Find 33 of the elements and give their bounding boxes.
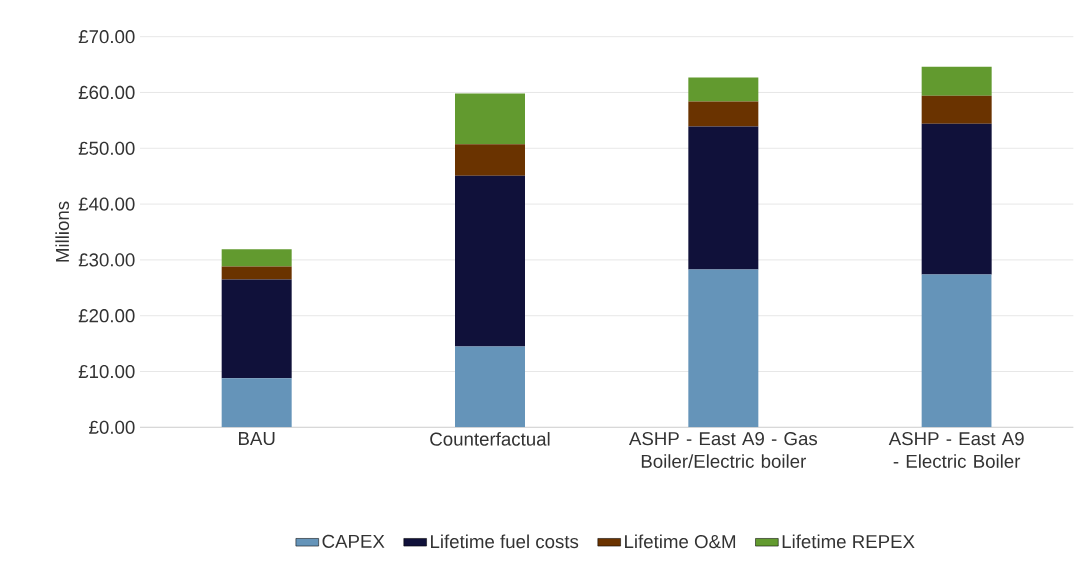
bar	[221, 249, 292, 267]
bar	[221, 266, 292, 280]
bar	[921, 274, 992, 428]
y-tick-label: £70.00	[78, 30, 135, 44]
y-axis-title: Millions	[55, 201, 70, 262]
bar	[688, 269, 759, 428]
x-tick-label: ASHP - East A9 - Gas Boiler/Electric boiler	[628, 432, 818, 468]
legend-label: Lifetime fuel costs	[431, 534, 579, 549]
y-tick-label: £40.00	[78, 197, 135, 211]
y-tick-label: £20.00	[78, 309, 135, 323]
x-tick-label: Counterfactual	[430, 432, 550, 446]
y-tick-label: £0.00	[89, 420, 135, 434]
bar	[221, 378, 292, 428]
y-tick-label: £50.00	[78, 141, 135, 155]
legend-label: Lifetime O&M	[625, 534, 736, 549]
legend-label: Lifetime REPEX	[782, 534, 915, 549]
bar	[688, 101, 759, 127]
bar	[921, 66, 992, 96]
bar	[455, 175, 525, 347]
y-tick-label: £60.00	[78, 85, 135, 100]
bar	[455, 346, 525, 428]
legend-label: CAPEX	[322, 534, 385, 548]
bar	[455, 93, 525, 145]
bar	[921, 95, 992, 124]
x-tick-label: ASHP - East A9 - Electric Boiler	[888, 432, 1024, 468]
bar	[688, 77, 759, 102]
bar	[455, 144, 525, 176]
bar	[221, 279, 292, 379]
bar	[688, 126, 759, 270]
x-tick-label: BAU	[239, 432, 275, 446]
y-tick-label: £10.00	[78, 364, 135, 379]
y-tick-label: £30.00	[78, 253, 135, 267]
bar	[921, 123, 992, 275]
